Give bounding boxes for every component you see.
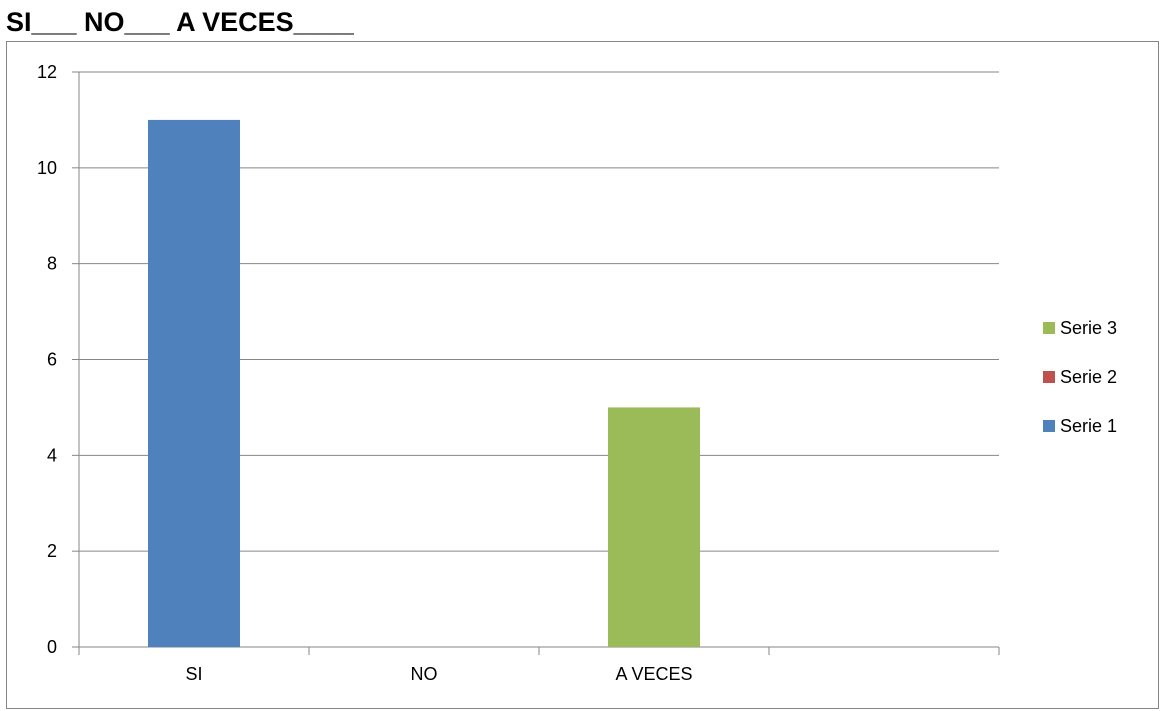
- y-tick-label: 12: [37, 62, 57, 82]
- bar-serie-3: [608, 407, 700, 647]
- x-tick-label: SI: [185, 664, 202, 684]
- legend-swatch: [1043, 420, 1055, 432]
- y-tick-label: 6: [47, 350, 57, 370]
- y-tick-labels: 0 2 4 6 8 10 12: [37, 62, 57, 657]
- x-tick-labels: SI NO A VECES: [185, 664, 692, 684]
- y-tick-label: 8: [47, 254, 57, 274]
- y-tick-label: 2: [47, 541, 57, 561]
- x-tick-label: NO: [411, 664, 438, 684]
- x-tick-label: A VECES: [615, 664, 692, 684]
- y-tick-label: 4: [47, 445, 57, 465]
- legend: Serie 3 Serie 2 Serie 1: [1043, 318, 1117, 436]
- legend-swatch: [1043, 322, 1055, 334]
- legend-swatch: [1043, 371, 1055, 383]
- legend-label: Serie 1: [1060, 416, 1117, 436]
- legend-label: Serie 2: [1060, 367, 1117, 387]
- bars: [148, 119, 700, 647]
- page-title: SI___ NO___ A VECES____: [6, 7, 354, 37]
- y-tick-label: 0: [47, 637, 57, 657]
- y-tick-label: 10: [37, 158, 57, 178]
- legend-label: Serie 3: [1060, 318, 1117, 338]
- bar-serie-1: [148, 119, 240, 647]
